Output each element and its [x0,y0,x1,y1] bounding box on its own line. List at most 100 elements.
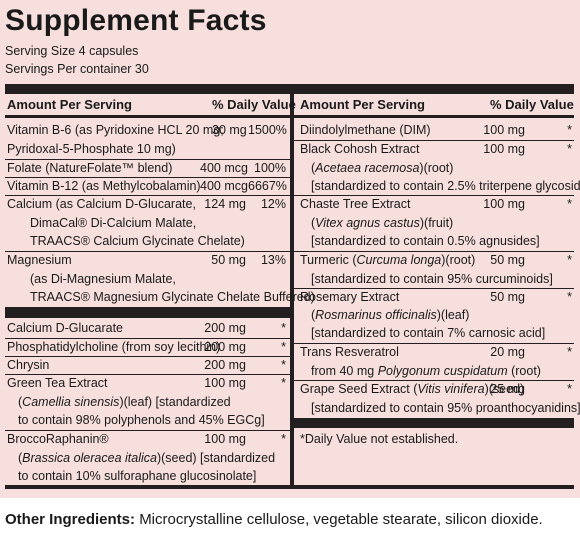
ingredient-name: Calcium D-Glucarate [7,321,124,335]
ingredient-amount: 100 mg [483,123,525,137]
ingredient-detail: (Camellia sinensis)(leaf) [standardized [18,395,231,409]
daily-value: 100% [254,161,286,175]
botanical-name: Polygonum cuspidatum [377,364,508,378]
row-divider [5,430,290,431]
ingredient-detail: to contain 98% polyphenols and 45% EGCg] [18,413,265,427]
ingredient-detail: TRAACS® Calcium Glycinate Chelate) [30,234,245,248]
daily-value: * [567,382,572,396]
detail-text: )(root) [419,161,454,175]
ingredient-name: Folate (NatureFolate™ blend) [7,161,173,175]
ingredient-detail: (Vitex agnus castus)(fruit) [311,216,454,230]
ingredient-amount: 400 mcg [200,161,248,175]
detail-text: (root) [507,364,541,378]
row-divider [5,177,290,178]
ingredient-detail: [standardized to contain 0.5% agnusides] [311,234,540,248]
ingredient-amount: 25 mg [490,382,525,396]
daily-value: * [567,197,572,211]
ingredient-detail: DimaCal® Di-Calcium Malate, [30,216,197,230]
serving-size: Serving Size 4 capsules [5,44,139,58]
daily-value: * [281,432,286,446]
daily-value: 13% [260,253,286,267]
ingredient-detail: (Acetaea racemosa)(root) [311,161,454,175]
botanical-name: Vitis vinifera [417,382,485,396]
daily-value: 12% [260,197,286,211]
ingredient-name: Chaste Tree Extract [300,197,411,211]
ingredient-name: Trans Resveratrol [300,345,399,359]
name-text: )(root) [441,253,476,267]
daily-value: * [281,376,286,390]
ingredient-amount: 200 mg [204,340,246,354]
ingredient-name: Green Tea Extract [7,376,108,390]
daily-value: 6667% [248,179,287,193]
ingredient-amount: 50 mg [211,253,246,267]
column-divider [290,94,294,485]
ingredient-amount: 400 mcg [200,179,248,193]
ingredient-name: Vitamin B-12 (as Methylcobalamin) [7,179,201,193]
row-divider [5,195,290,196]
name-text: Grape Seed Extract ( [300,382,418,396]
other-ingredients-text: Microcrystalline cellulose, vegetable st… [139,511,543,528]
detail-text: )(seed) [standardized [156,451,276,465]
botanical-name: Curcuma longa [356,253,442,267]
ingredient-amount: 30 mg [212,123,247,137]
detail-text: )(fruit) [419,216,454,230]
ingredient-detail: [standardized to contain 7% carnosic aci… [311,326,546,340]
detail-text: from 40 mg [311,364,378,378]
ingredient-name: Black Cohosh Extract [300,142,420,156]
ingredient-detail: TRAACS® Magnesium Glycinate Chelate Buff… [30,290,315,304]
row-divider [5,338,290,339]
daily-value: * [567,290,572,304]
row-divider [294,195,574,196]
ingredient-amount: 200 mg [204,321,246,335]
ingredient-amount: 100 mg [483,142,525,156]
botanical-name: Camellia sinensis [22,395,120,409]
daily-value: * [281,358,286,372]
row-divider [294,251,574,252]
botanical-name: Vitex agnus castus [315,216,420,230]
servings-per-container: Servings Per container 30 [5,62,149,76]
other-ingredients-label: Other Ingredients: [5,511,136,528]
ingredient-name: Calcium (as Calcium D-Glucarate, [7,197,196,211]
ingredient-name: Vitamin B-6 (as Pyridoxine HCL 20 mg; [7,123,224,137]
supplement-facts-panel: Supplement Facts Serving Size 4 capsules… [0,0,580,498]
row-divider [5,251,290,252]
daily-value: * [281,321,286,335]
ingredient-detail: (as Di-Magnesium Malate, [30,272,176,286]
ingredient-name: Chrysin [7,358,50,372]
name-text: )(seed) [484,382,525,396]
row-divider [5,374,290,375]
row-divider [294,140,574,141]
ingredient-name: Turmeric (Curcuma longa)(root) [300,253,475,267]
panel-title: Supplement Facts [5,4,267,37]
ingredient-detail: [standardized to contain 95% curcuminoid… [311,272,553,286]
ingredient-detail: to contain 10% sulforaphane glucosinolat… [18,469,257,483]
bottom-rule [5,485,574,489]
ingredient-amount: 100 mg [204,432,246,446]
daily-value: * [567,142,572,156]
ingredient-detail: from 40 mg Polygonum cuspidatum (root) [311,364,541,378]
footnote: *Daily Value not established. [300,432,459,446]
header-bar [5,84,574,94]
ingredient-name: Diindolylmethane (DIM) [300,123,431,137]
ingredient-amount: 100 mg [483,197,525,211]
ingredient-amount: 124 mg [204,197,246,211]
daily-value: * [567,253,572,267]
ingredient-name: Grape Seed Extract (Vitis vinifera)(seed… [300,382,524,396]
right-dv-header: % Daily Value [490,97,574,112]
left-dv-header: % Daily Value [212,97,296,112]
ingredient-name: Magnesium [7,253,72,267]
detail-text: )(leaf) [436,308,470,322]
other-ingredients: Other Ingredients: Microcrystalline cell… [5,511,543,528]
detail-text: )(leaf) [standardized [119,395,231,409]
ingredient-detail: [standardized to contain 2.5% triterpene… [311,179,580,193]
daily-value: * [567,123,572,137]
ingredient-name: Phosphatidylcholine (from soy lecithin) [7,340,221,354]
section-bar [294,418,574,428]
right-amount-header: Amount Per Serving [300,97,425,112]
row-divider [294,343,574,344]
daily-value: * [281,340,286,354]
right-header-rule [294,115,574,118]
row-divider [5,159,290,160]
ingredient-name: Rosemary Extract [300,290,400,304]
ingredient-detail: (Brassica oleracea italica)(seed) [stand… [18,451,276,465]
